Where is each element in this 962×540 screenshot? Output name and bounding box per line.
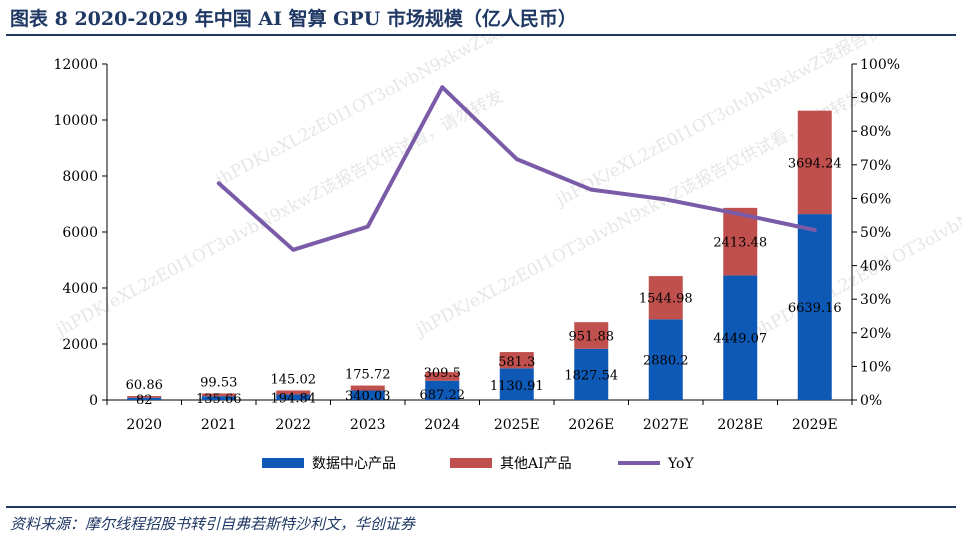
category-label: 2025E [494, 417, 540, 433]
bar-other-ai [350, 385, 385, 391]
bar-datacenter [350, 390, 385, 400]
bar-other-ai [127, 395, 162, 398]
data-label-datacenter: 2880.2 [643, 354, 689, 369]
bar-other-ai [723, 207, 758, 276]
title-rule [6, 34, 956, 36]
data-label-other-ai: 2413.48 [713, 236, 767, 251]
legend-swatch-datacenter [262, 458, 304, 468]
footer-rule [6, 506, 956, 508]
left-tick-label: 2000 [62, 337, 98, 353]
category-label: 2027E [643, 417, 689, 433]
bar-datacenter [648, 319, 683, 400]
bar-other-ai [425, 372, 460, 381]
data-label-other-ai: 145.02 [271, 372, 317, 387]
data-label-other-ai: 60.86 [126, 378, 163, 393]
right-tick-label: 60% [860, 191, 891, 207]
bar-datacenter [425, 380, 460, 400]
right-tick-label: 100% [860, 57, 900, 73]
data-label-other-ai: 99.53 [200, 375, 237, 390]
data-label-datacenter: 1130.91 [490, 379, 544, 394]
left-tick-label: 0 [89, 393, 98, 409]
source-note: 资料来源：摩尔线程招股书转引自弗若斯特沙利文，华创证券 [10, 515, 416, 533]
bar-other-ai [201, 393, 236, 397]
title-bar: 图表 8 2020-2029 年中国 AI 智算 GPU 市场规模（亿人民币） [0, 0, 962, 36]
data-label-datacenter: 1827.54 [564, 368, 618, 383]
right-tick-label: 40% [860, 259, 891, 275]
category-label: 2020 [126, 417, 162, 433]
right-tick-label: 0% [860, 393, 882, 409]
bar-datacenter [574, 348, 609, 400]
watermark-text: jhPDK/eXL2zE0I1OT3oIvbN9xkwZ该报告仅供试看，请勿转发 [751, 87, 962, 342]
market-size-chart: jhPDK/eXL2zE0I1OT3oIvbN9xkwZ该报告仅供试看，请勿转发… [51, 36, 962, 472]
data-label-other-ai: 3694.24 [788, 156, 842, 171]
bar-other-ai [797, 110, 832, 215]
data-label-other-ai: 581.3 [498, 355, 535, 370]
left-tick-label: 4000 [62, 281, 98, 297]
data-label-other-ai: 1544.98 [639, 292, 693, 307]
bar-other-ai [648, 276, 683, 320]
right-tick-label: 80% [860, 124, 891, 140]
category-label: 2022 [275, 417, 311, 433]
watermark-text: jhPDK/eXL2zE0I1OT3oIvbN9xkwZ该报告仅供试看，请勿转发 [51, 87, 506, 342]
category-label: 2029E [792, 417, 838, 433]
figure-title: 图表 8 2020-2029 年中国 AI 智算 GPU 市场规模（亿人民币） [10, 8, 577, 30]
legend-label-other-ai: 其他AI产品 [500, 456, 572, 472]
bar-other-ai [499, 352, 534, 369]
right-tick-label: 20% [860, 326, 891, 342]
category-label: 2023 [350, 417, 386, 433]
left-tick-label: 12000 [53, 57, 98, 73]
right-tick-label: 70% [860, 158, 891, 174]
data-label-datacenter: 194.84 [271, 391, 317, 406]
category-label: 2021 [201, 417, 237, 433]
bar-datacenter [499, 368, 534, 400]
category-label: 2028E [717, 417, 763, 433]
left-tick-label: 10000 [53, 113, 98, 129]
data-label-datacenter: 6639.16 [788, 301, 842, 316]
data-label-other-ai: 175.72 [345, 368, 391, 383]
watermark-text: jhPDK/eXL2zE0I1OT3oIvbN9xkwZ该报告仅供试看，请勿转发 [551, 36, 962, 211]
right-tick-label: 90% [860, 91, 891, 107]
bar-other-ai [574, 322, 609, 349]
data-label-datacenter: 687.22 [420, 388, 466, 403]
legend-label-yoy: YoY [667, 456, 694, 472]
right-tick-label: 10% [860, 359, 891, 375]
category-label: 2024 [424, 417, 460, 433]
left-tick-label: 6000 [62, 225, 98, 241]
data-label-other-ai: 951.88 [569, 330, 615, 345]
data-label-other-ai: 309.5 [424, 366, 461, 381]
data-label-datacenter: 135.66 [196, 392, 242, 407]
data-label-datacenter: 340.03 [345, 389, 391, 404]
bar-datacenter [276, 394, 311, 400]
yoy-line [216, 85, 817, 252]
data-label-datacenter: 82 [136, 393, 153, 408]
right-tick-label: 50% [860, 225, 891, 241]
legend-label-datacenter: 数据中心产品 [312, 456, 396, 472]
legend-swatch-other-ai [450, 458, 492, 468]
data-label-datacenter: 4449.07 [713, 332, 767, 347]
bar-datacenter [127, 397, 162, 400]
right-tick-label: 30% [860, 292, 891, 308]
category-label: 2026E [568, 417, 614, 433]
left-tick-label: 8000 [62, 169, 98, 185]
bar-datacenter [797, 214, 832, 400]
bar-datacenter [201, 396, 236, 400]
bar-datacenter [723, 275, 758, 400]
bar-other-ai [276, 390, 311, 395]
